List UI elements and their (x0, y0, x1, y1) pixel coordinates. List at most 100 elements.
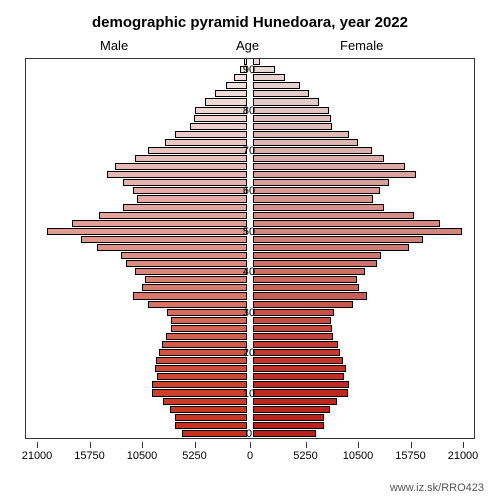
female-bar (253, 341, 338, 348)
female-bar (253, 212, 414, 219)
male-bar (157, 373, 247, 380)
bar-row (25, 292, 475, 300)
female-bar (253, 309, 334, 316)
male-bar (152, 389, 247, 396)
male-bar (170, 406, 247, 413)
female-bar (253, 244, 409, 251)
bar-row (25, 414, 475, 422)
x-tick-label: 0 (247, 450, 253, 462)
age-tick-label: 80 (234, 105, 264, 117)
female-bar (253, 204, 384, 211)
age-tick-label: 70 (234, 145, 264, 157)
female-bar (253, 365, 346, 372)
male-bar (171, 325, 247, 332)
male-bar (175, 131, 247, 138)
female-bar (253, 131, 349, 138)
chart-container: demographic pyramid Hunedoara, year 2022… (0, 0, 500, 500)
female-bar (253, 333, 333, 340)
x-tick-mark (463, 442, 464, 448)
female-bar (253, 357, 343, 364)
female-bar (253, 268, 365, 275)
female-bar (253, 155, 384, 162)
female-bar (253, 82, 300, 89)
x-tick-mark (358, 442, 359, 448)
female-bar (253, 260, 377, 267)
male-bar (121, 252, 247, 259)
male-bar (133, 292, 247, 299)
bar-row (25, 212, 475, 220)
bar-row (25, 171, 475, 179)
axis-line-right (474, 58, 475, 438)
male-bar (107, 171, 247, 178)
male-bar (72, 220, 247, 227)
male-bar (123, 179, 247, 186)
female-bar (253, 373, 344, 380)
plot-area: 0102030405060708090 (25, 58, 475, 438)
x-tick-label: 21000 (22, 450, 53, 462)
x-tick-label: 5250 (182, 450, 206, 462)
female-bar (253, 236, 423, 243)
bar-row (25, 244, 475, 252)
x-tick-mark (411, 442, 412, 448)
age-tick-label: 90 (234, 64, 264, 76)
male-bar (215, 90, 247, 97)
male-bar (148, 147, 247, 154)
male-bar (190, 123, 247, 130)
female-bar (253, 115, 331, 122)
male-bar (135, 268, 247, 275)
bar-row (25, 333, 475, 341)
axis-line-bottom (25, 438, 475, 439)
x-tick-label: 5250 (293, 450, 317, 462)
male-bar (126, 260, 247, 267)
female-bar (253, 398, 337, 405)
bar-row (25, 82, 475, 90)
x-tick-label: 21000 (448, 450, 479, 462)
female-bar (253, 228, 462, 235)
bar-row (25, 365, 475, 373)
bar-row (25, 252, 475, 260)
female-bar (253, 325, 332, 332)
male-bar (175, 414, 247, 421)
source-credit: www.iz.sk/RRO423 (390, 482, 484, 494)
female-bar (253, 187, 380, 194)
age-tick-label: 60 (234, 185, 264, 197)
female-bar (253, 414, 324, 421)
female-bar (253, 406, 330, 413)
bar-row (25, 284, 475, 292)
female-bar (253, 292, 367, 299)
female-bar (253, 252, 381, 259)
x-tick-label: 10500 (343, 450, 374, 462)
male-bar (155, 365, 247, 372)
female-bar (253, 381, 349, 388)
bar-row (25, 373, 475, 381)
bar-row (25, 163, 475, 171)
male-bar (152, 381, 247, 388)
bar-row (25, 325, 475, 333)
bar-row (25, 131, 475, 139)
age-tick-label: 40 (234, 266, 264, 278)
age-tick-label: 10 (234, 388, 264, 400)
x-axis: 210001575010500525005250105001575021000 (25, 440, 475, 480)
female-bar (253, 317, 331, 324)
female-bar (253, 139, 358, 146)
x-tick-mark (90, 442, 91, 448)
male-bar (81, 236, 247, 243)
bar-row (25, 123, 475, 131)
male-bar (145, 276, 247, 283)
chart-title: demographic pyramid Hunedoara, year 2022 (0, 14, 500, 31)
female-bar (253, 389, 348, 396)
female-bar (253, 301, 353, 308)
female-bar (253, 276, 357, 283)
female-bar (253, 107, 329, 114)
male-bar (99, 212, 247, 219)
female-bar (253, 147, 372, 154)
female-side-label: Female (340, 38, 383, 53)
axis-line-left (25, 58, 26, 438)
bar-row (25, 90, 475, 98)
pyramid-bars: 0102030405060708090 (25, 58, 475, 438)
female-bar (253, 123, 332, 130)
male-bar (226, 82, 247, 89)
male-bar (123, 204, 247, 211)
female-bar (253, 163, 405, 170)
bar-row (25, 406, 475, 414)
